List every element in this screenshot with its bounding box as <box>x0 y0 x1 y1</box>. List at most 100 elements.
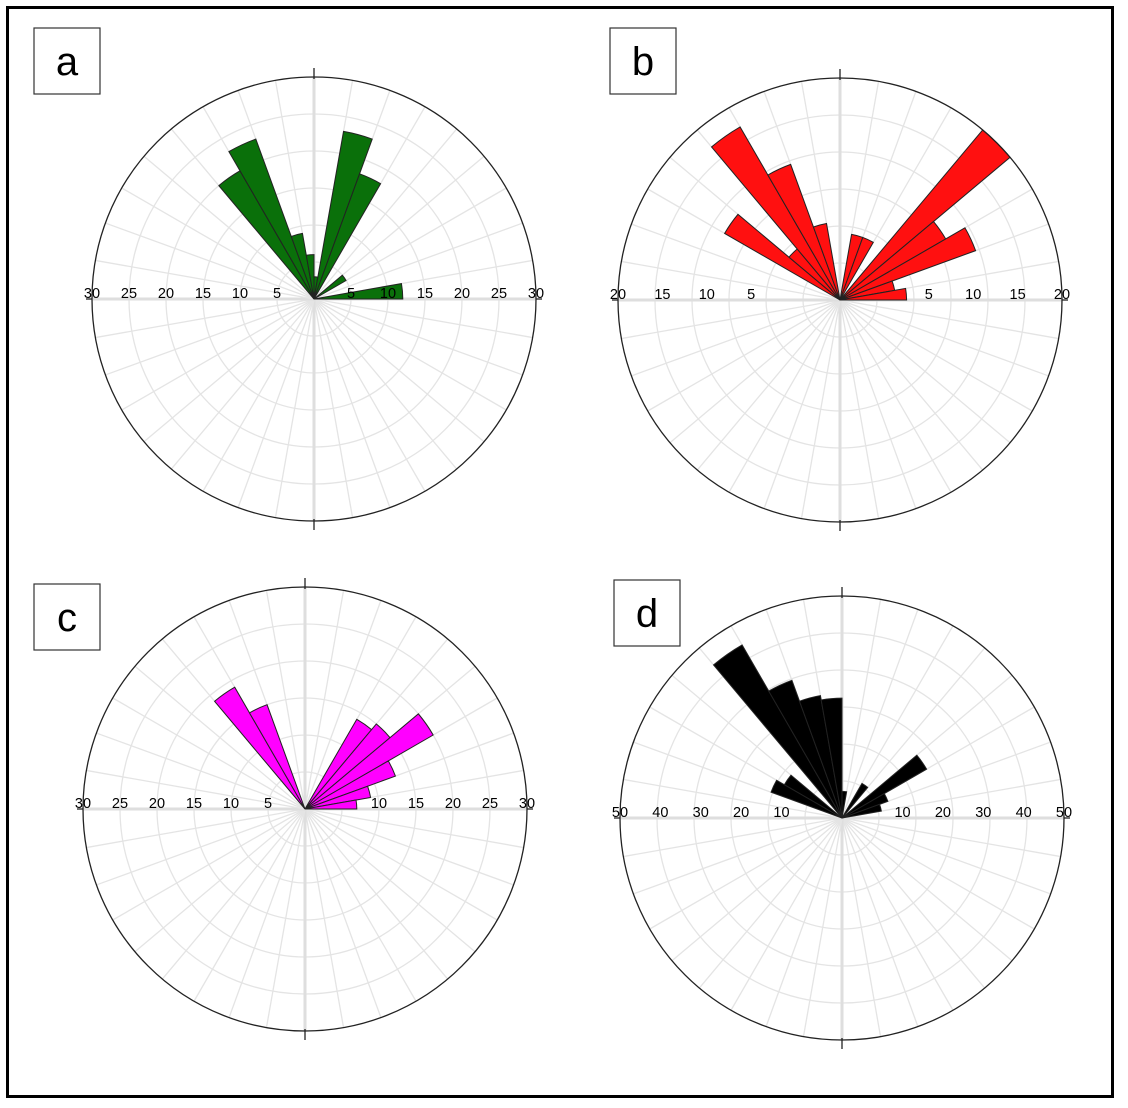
grid-spoke <box>134 665 306 810</box>
panel-label: c <box>57 596 77 640</box>
rose-petal <box>798 694 843 819</box>
scale-tick-label: 15 <box>186 796 202 812</box>
grid-spoke <box>728 299 841 493</box>
scale-tick-label: 30 <box>84 286 100 302</box>
scale-tick-label: 10 <box>380 286 396 302</box>
rose-petal <box>839 236 874 301</box>
grid-spoke <box>95 298 315 339</box>
scale-tick-label: 15 <box>195 286 211 302</box>
rose-petal <box>313 283 404 300</box>
rose-petal <box>841 754 928 819</box>
scale-tick-label: 20 <box>733 805 749 821</box>
rose-petal <box>841 782 869 819</box>
grid-spoke <box>730 817 843 1011</box>
grid-spoke <box>112 697 306 810</box>
grid-spoke <box>202 298 315 492</box>
grid-spoke <box>170 298 315 470</box>
rose-petal <box>248 704 306 810</box>
grid-spoke <box>839 299 952 493</box>
panel-label: b <box>632 40 654 84</box>
grid-spoke <box>839 299 880 519</box>
rose-petal <box>228 138 315 300</box>
scale-tick-label: 10 <box>232 286 248 302</box>
scale-tick-label: 20 <box>610 287 626 303</box>
grid-spoke <box>696 299 841 471</box>
grid-spoke <box>633 817 843 895</box>
scale-tick-label: 20 <box>158 286 174 302</box>
rose-petal <box>768 679 843 819</box>
grid-spoke <box>134 808 306 953</box>
grid-spoke <box>313 298 354 518</box>
scale-tick-label: 5 <box>264 796 272 812</box>
grid-spoke <box>304 808 514 886</box>
rose-petal <box>305 254 315 300</box>
grid-spoke <box>86 769 306 810</box>
figure-frame <box>6 6 1114 1098</box>
grid-spoke <box>313 298 458 470</box>
grid-spoke <box>96 732 306 810</box>
grid-spoke <box>800 299 841 519</box>
scale-tick-label: 30 <box>75 796 91 812</box>
rose-petal <box>723 213 841 301</box>
grid-spoke <box>313 298 485 443</box>
scale-tick-label: 10 <box>894 805 910 821</box>
grid-spoke <box>105 222 315 300</box>
scale-tick-label: 25 <box>121 286 137 302</box>
rose-petal <box>712 644 843 819</box>
scale-tick-label: 5 <box>925 287 933 303</box>
grid-spoke <box>621 260 841 301</box>
scale-tick-label: 15 <box>1010 287 1026 303</box>
grid-spoke <box>121 187 315 300</box>
rose-panel-c: 30 25 20 15 10 5 10 15 20 25 30 c <box>33 578 535 1040</box>
scale-tick-label: 30 <box>693 805 709 821</box>
scale-tick-label: 25 <box>112 796 128 812</box>
grid-spoke <box>839 299 1049 377</box>
grid-spoke <box>237 298 315 508</box>
grid-spoke <box>304 808 524 849</box>
grid-spoke <box>698 817 843 989</box>
rose-petal <box>841 803 882 819</box>
grid-spoke <box>669 299 841 444</box>
panel-label: a <box>56 40 79 84</box>
grid-spoke <box>841 817 1061 858</box>
grid-spoke <box>841 817 1035 930</box>
grid-spoke <box>631 223 841 301</box>
grid-spoke <box>841 609 919 819</box>
grid-spoke <box>649 817 843 930</box>
scale-tick-label: 10 <box>773 805 789 821</box>
rose-petal <box>820 697 843 819</box>
grid-spoke <box>841 599 882 819</box>
grid-spoke <box>621 299 841 340</box>
grid-spoke <box>304 600 382 810</box>
grid-spoke <box>631 299 841 377</box>
scale-tick-label: 50 <box>612 805 628 821</box>
scale-tick-label: 20 <box>935 805 951 821</box>
grid-spoke <box>304 590 345 810</box>
scale-tick-label: 20 <box>445 796 461 812</box>
grid-spoke <box>313 298 507 411</box>
scale-tick-label: 25 <box>491 286 507 302</box>
grid-spoke <box>274 298 315 518</box>
scale-tick-label: 5 <box>747 287 755 303</box>
grid-spoke <box>121 298 315 411</box>
rose-petal <box>313 130 373 300</box>
rose-petal <box>304 760 397 810</box>
rose-petal <box>213 686 306 810</box>
grid-spoke <box>623 778 843 819</box>
panel-label-box <box>613 579 681 647</box>
grid-spoke <box>304 808 449 980</box>
rose-petal <box>313 173 382 300</box>
scale-tick-label: 40 <box>1016 805 1032 821</box>
rose-petal <box>841 792 889 819</box>
grid-spoke <box>304 808 476 953</box>
rose-petal <box>839 227 977 301</box>
grid-spoke <box>839 299 1011 444</box>
grid-spoke <box>841 817 1051 895</box>
rose-petal <box>304 799 358 810</box>
rose-panel-b: 20 15 10 5 5 10 15 20 b <box>609 27 1070 531</box>
scale-tick-label: 15 <box>417 286 433 302</box>
panel-label-box <box>33 27 101 95</box>
scale-tick-label: 30 <box>519 796 535 812</box>
scale-tick-label: 10 <box>699 287 715 303</box>
scale-tick-label: 5 <box>273 286 281 302</box>
